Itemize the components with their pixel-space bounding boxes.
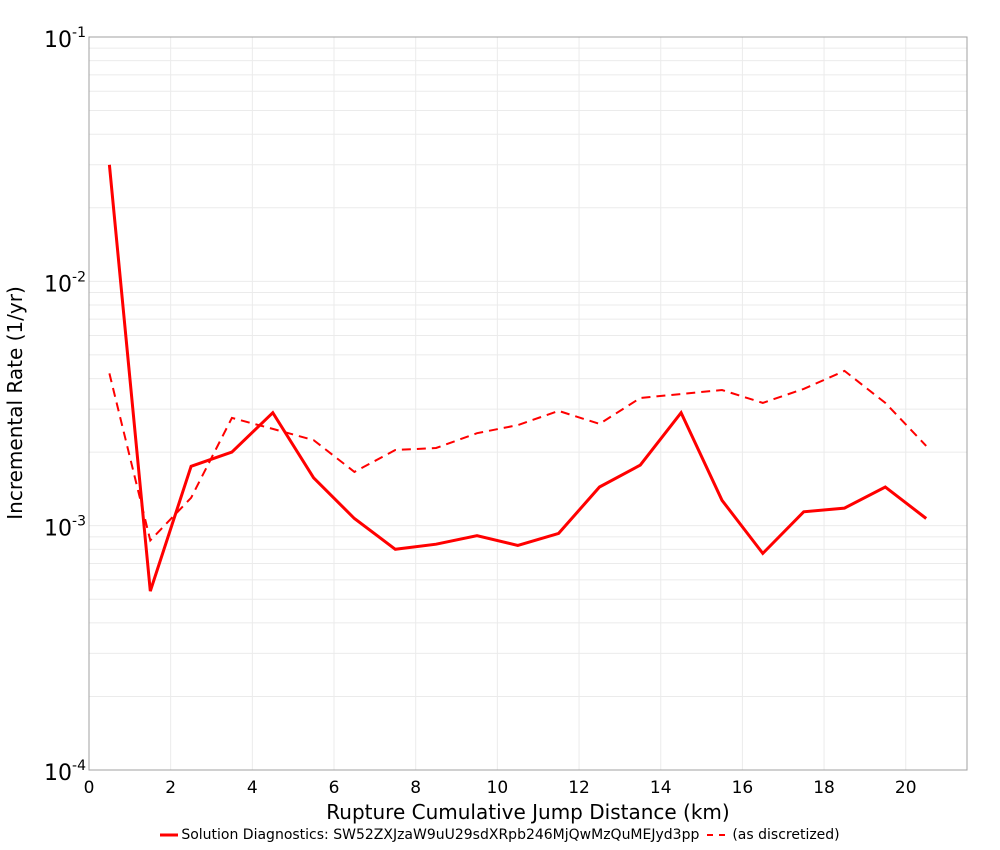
solid-line-swatch-icon: [160, 833, 179, 837]
x-tick-label: 20: [895, 778, 917, 798]
x-axis-title: Rupture Cumulative Jump Distance (km): [326, 800, 729, 824]
series-layer: [107, 164, 928, 592]
x-tick-label: 2: [165, 778, 176, 798]
x-tick-label: 6: [329, 778, 340, 798]
x-tick-label: 10: [487, 778, 509, 798]
x-tick-label: 14: [650, 778, 672, 798]
y-tick-label: 10-1: [44, 25, 86, 53]
x-tick-label: 18: [813, 778, 835, 798]
x-tick-label: 0: [84, 778, 95, 798]
series-solution-diagnostics: [107, 164, 928, 592]
plot-area: [88, 36, 968, 771]
x-tick-label: 8: [410, 778, 421, 798]
legend-label-discretized: (as discretized): [732, 827, 840, 843]
x-tick-label: 4: [247, 778, 258, 798]
x-tick-label: 12: [568, 778, 590, 798]
y-tick-label: 10-2: [44, 269, 86, 297]
y-tick-label: 10-4: [44, 758, 86, 786]
y-tick-label: 10-3: [44, 514, 86, 542]
x-tick-label: 16: [732, 778, 754, 798]
y-axis-ticks: 10-1 10-2 10-3 10-4: [44, 25, 86, 786]
legend-item-discretized: (as discretized): [707, 827, 840, 843]
legend-item-solution: Solution Diagnostics: SW52ZXJzaW9uU29sdX…: [160, 827, 699, 843]
x-axis-ticks: 0 2 4 6 8 10 12 14 16 18 20: [84, 778, 917, 798]
dashed-line-swatch-icon: [707, 834, 730, 836]
series-as-discretized: [108, 369, 927, 543]
grid-lines: [88, 37, 967, 771]
legend: Solution Diagnostics: SW52ZXJzaW9uU29sdX…: [0, 827, 1000, 843]
legend-label-solution: Solution Diagnostics: SW52ZXJzaW9uU29sdX…: [181, 827, 700, 843]
y-axis-title: Incremental Rate (1/yr): [3, 286, 27, 519]
